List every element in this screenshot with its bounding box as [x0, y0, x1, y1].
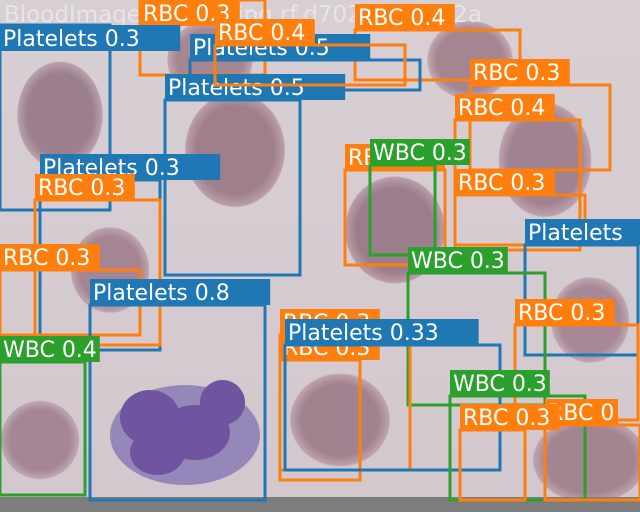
- label-background: [0, 244, 100, 270]
- bounding-box: [458, 428, 527, 502]
- detection-rbc: RBC 0.4: [453, 94, 582, 252]
- label-background: [215, 19, 315, 45]
- label-background: [515, 299, 615, 325]
- bounding-box: [163, 98, 302, 277]
- bounding-box: [368, 163, 437, 257]
- detection-rbc: RBC 0.4: [353, 4, 522, 82]
- detection-wbc: WBC 0.3: [406, 247, 547, 407]
- label-background: [408, 247, 508, 273]
- detection-rbc: RBC 0.3: [278, 334, 380, 482]
- detection-label: RBC 0.3: [473, 61, 560, 86]
- detection-label: RBC 0.4: [218, 21, 305, 46]
- detection-wbc: WBC 0.3: [368, 139, 470, 257]
- detection-label: WBC 0.3: [411, 249, 505, 274]
- detection-label: RBC 0.3: [518, 301, 605, 326]
- detection-rbc: RBC 0.3: [453, 169, 587, 247]
- detection-label: WBC 0.3: [453, 372, 547, 397]
- label-background: [0, 336, 100, 362]
- detection-label: Platelets 0.3: [3, 27, 140, 52]
- label-background: [450, 370, 550, 396]
- detection-label: Platelets: [528, 221, 623, 246]
- label-background: [455, 169, 555, 195]
- label-background: [355, 4, 455, 30]
- label-background: [470, 59, 570, 85]
- detection-platelets: Platelets 0.3: [0, 23, 181, 212]
- label-background: [370, 139, 470, 165]
- detection-label: Platelets 0.33: [288, 321, 439, 346]
- detection-platelets: Platelets 0.8: [88, 279, 271, 502]
- detection-rbc: RBC 0.3: [33, 174, 162, 347]
- label-background: [165, 74, 346, 100]
- label-background: [455, 94, 555, 120]
- detection-rbc: RBC 0.3: [513, 299, 640, 422]
- detection-wbc: WBC 0.3: [448, 370, 587, 502]
- detection-label: RBC 0.3: [3, 246, 90, 271]
- detection-label: Platelets 0.8: [93, 281, 230, 306]
- label-background: [460, 404, 560, 430]
- detection-label: WBC 0.3: [373, 141, 467, 166]
- detection-rbc: RBC 0.4: [213, 19, 407, 87]
- bounding-box: [543, 423, 640, 502]
- detection-label: RBC 0.4: [458, 96, 545, 121]
- detection-label: RBC 0.3: [458, 171, 545, 196]
- detection-rbc: RBC 0.3: [0, 244, 142, 337]
- detection-label: RBC 0.3: [463, 406, 550, 431]
- detection-platelets: Platelets: [523, 219, 640, 357]
- wbc-nucleus: [130, 430, 185, 475]
- detection-label: Platelets 0.5: [168, 76, 305, 101]
- label-background: [90, 279, 271, 305]
- label-background: [0, 25, 181, 51]
- detection-wbc: WBC 0.4: [0, 336, 100, 497]
- bounding-box: [278, 358, 362, 482]
- wbc-nucleus: [200, 380, 245, 425]
- label-background: [525, 219, 640, 245]
- bounding-box: [0, 360, 87, 497]
- detection-label: WBC 0.4: [3, 338, 97, 363]
- label-background: [285, 319, 479, 345]
- detection-rbc: RBC 0.3: [458, 404, 560, 502]
- detection-platelets: Platelets 0.5: [163, 74, 346, 277]
- detection-label: RBC 0.3: [38, 176, 125, 201]
- label-background: [35, 174, 135, 200]
- detection-label: RBC 0.4: [358, 6, 445, 31]
